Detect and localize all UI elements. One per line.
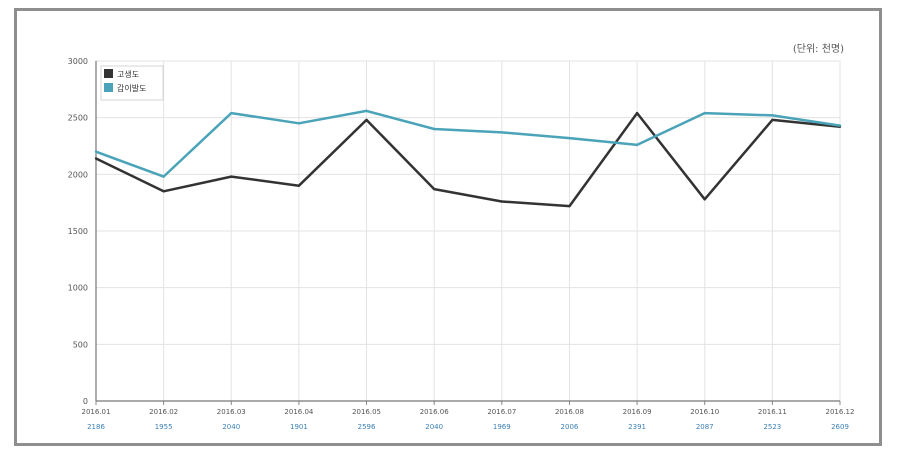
x-sub-label: 2006 (561, 423, 579, 431)
data-point (365, 118, 368, 122)
series-lines (94, 109, 842, 208)
x-sub-label: 2040 (222, 423, 240, 431)
data-point (635, 111, 639, 115)
y-axis: 0 500 1000 1500 2000 2500 3000 (68, 57, 97, 406)
legend-swatch (104, 83, 113, 92)
data-point (432, 127, 436, 131)
data-point (162, 190, 165, 193)
data-point (568, 136, 571, 140)
x-tick-label: 2016.08 (555, 408, 584, 416)
x-sub-label: 2596 (358, 423, 376, 431)
data-point (94, 157, 98, 160)
x-sub-label: 1901 (290, 423, 308, 431)
series-line-2 (95, 109, 841, 178)
y-tick-label: 1500 (68, 227, 88, 236)
grid (95, 60, 841, 402)
x-tick-label: 2016.07 (487, 408, 516, 416)
x-tick-label: 2016.12 (826, 408, 855, 416)
x-tick-label: 2016.10 (690, 408, 719, 416)
unit-label: (단위: 천명) (792, 44, 844, 55)
x-tick-label: 2016.06 (420, 408, 449, 416)
data-point (635, 143, 639, 147)
data-point (297, 122, 301, 125)
x-sub-label: 1969 (493, 423, 511, 431)
y-tick-label: 0 (83, 397, 88, 406)
x-tick-label: 2016.03 (217, 408, 246, 416)
data-point (94, 150, 98, 153)
data-point (365, 109, 368, 113)
x-sub-label: 2523 (763, 423, 781, 431)
y-tick-label: 1000 (68, 284, 88, 293)
x-tick-label: 2016.01 (82, 408, 111, 416)
y-tick-label: 500 (73, 340, 88, 349)
x-tick-label: 2016.04 (284, 408, 313, 416)
y-tick-label: 3000 (68, 57, 88, 66)
legend-swatch (104, 69, 113, 78)
x-tick-label: 2016.02 (149, 408, 178, 416)
data-point (703, 198, 706, 201)
x-sub-label: 2040 (425, 423, 443, 431)
legend-label: 고생도 (117, 69, 139, 79)
data-point (432, 187, 436, 191)
x-tick-label: 2016.09 (623, 408, 652, 416)
data-point (500, 200, 504, 203)
x-sub-label: 2186 (87, 423, 105, 431)
x-sub-label: 2087 (696, 423, 714, 431)
data-point (703, 111, 706, 115)
data-point (162, 175, 165, 178)
x-tick-label: 2016.05 (352, 408, 381, 416)
legend-label: 갑이발도 (117, 83, 146, 93)
y-tick-label: 2500 (68, 114, 88, 123)
data-point (771, 114, 774, 117)
data-point (568, 204, 571, 208)
x-sub-label: 2391 (628, 423, 646, 431)
x-sub-label: 1955 (155, 423, 173, 431)
x-sub-label: 2609 (831, 423, 849, 431)
series-line-1 (95, 111, 841, 208)
y-tick-label: 2000 (68, 170, 88, 179)
x-tick-label: 2016.11 (758, 408, 787, 416)
data-point (297, 184, 301, 187)
data-point (230, 175, 233, 178)
data-point (771, 118, 774, 122)
data-point (500, 131, 504, 134)
data-point (838, 124, 842, 127)
data-point (230, 111, 233, 115)
x-axis: 2016.01 2186 2016.02 1955 2016.03 2040 2016.04… (82, 400, 855, 431)
